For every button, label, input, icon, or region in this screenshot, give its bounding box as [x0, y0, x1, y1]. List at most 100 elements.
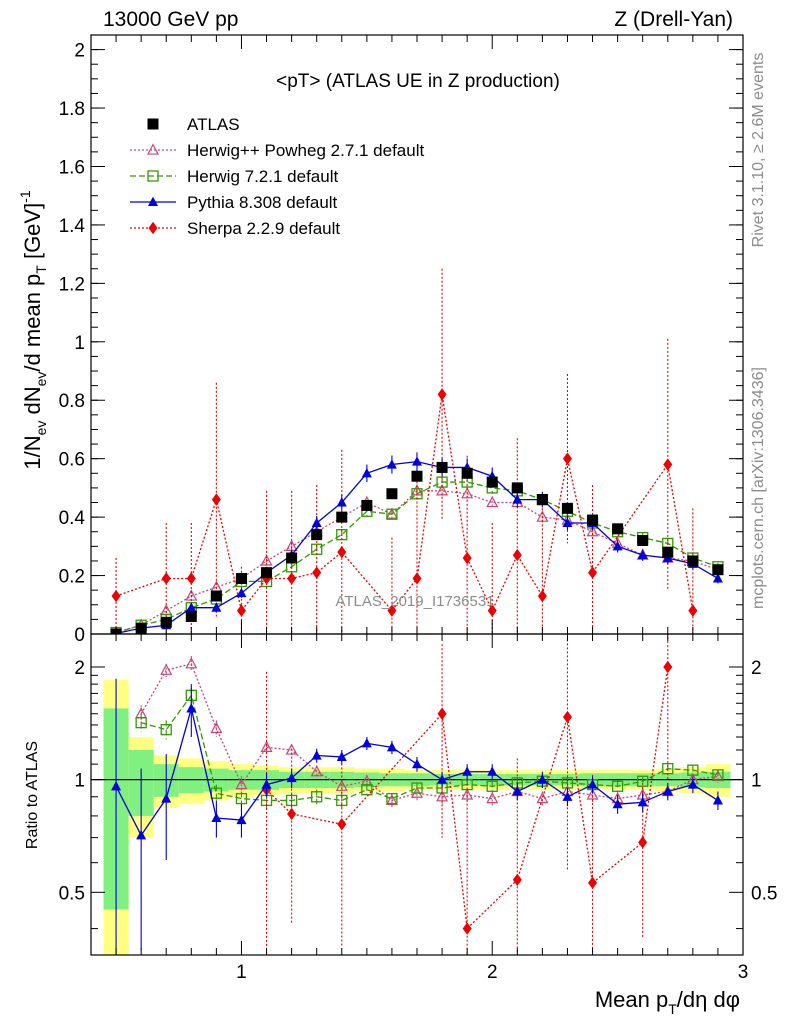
legend-marker	[148, 196, 158, 207]
data-point	[436, 461, 448, 473]
legend-entry: Herwig 7.2.1 default	[130, 167, 338, 186]
data-point	[411, 470, 423, 482]
ratio-point	[486, 791, 499, 804]
series-atlas	[110, 461, 724, 634]
main-panel: 0 0.2 0.4 0.6 0.8 1 1.2 1.4 1.6 1.8 2 <pT> (ATLAS …	[17, 34, 744, 646]
y-tick-label: 1.8	[59, 99, 85, 120]
legend-marker	[147, 170, 159, 182]
data-point	[311, 517, 322, 528]
data-point	[687, 555, 699, 567]
y-tick-label: 0	[74, 625, 85, 646]
data-point	[386, 459, 397, 469]
ratio-point	[210, 721, 223, 734]
data-point	[512, 548, 522, 562]
data-point	[662, 546, 674, 558]
data-point	[361, 499, 373, 511]
ratio-point	[287, 807, 297, 821]
ratio-point	[687, 779, 698, 789]
series-herwig-7-2-1-default	[110, 476, 724, 634]
data-point	[210, 590, 222, 602]
ratio-point	[611, 780, 624, 792]
legend-label: Pythia 8.308 default	[187, 193, 338, 212]
ratio-point	[663, 660, 673, 674]
ratio-series-pythia-8-308-default	[111, 678, 723, 955]
ratio-point	[337, 818, 347, 831]
ratio-point	[687, 764, 699, 776]
ratio-point	[211, 812, 222, 823]
data-point	[211, 602, 222, 612]
data-point	[637, 549, 648, 560]
legend-marker	[147, 118, 159, 130]
ratio-tick-label-right: 0.5	[751, 883, 777, 904]
ratio-point	[461, 788, 474, 800]
ratio-line	[140, 693, 719, 802]
ratio-tick-label: 1	[74, 771, 85, 792]
legend: ATLAS Herwig++ Powheg 2.7.1 default Herwig…	[130, 115, 424, 238]
ratio-point	[335, 779, 348, 791]
ratio-point	[235, 792, 248, 805]
data-point	[186, 572, 196, 585]
y-tick-label: 0.4	[59, 508, 86, 529]
data-point	[412, 456, 422, 466]
rivet-label: Rivet 3.1.10, ≥ 2.6M events	[750, 53, 767, 248]
ratio-point	[437, 707, 447, 720]
data-point	[536, 494, 548, 506]
chart-title: <pT> (ATLAS UE in Z production)	[276, 71, 560, 92]
data-point	[486, 495, 499, 508]
ratio-point	[612, 798, 623, 809]
ratio-point	[310, 765, 323, 777]
data-point	[211, 493, 221, 506]
ratio-line	[266, 666, 669, 930]
x-axis-label: Mean pT/dη dφ	[595, 987, 740, 1017]
data-point	[712, 573, 723, 583]
data-point	[637, 534, 649, 546]
ratio-point	[160, 663, 173, 675]
data-point	[486, 476, 498, 488]
ratio-point	[512, 786, 523, 796]
data-point	[235, 572, 247, 584]
ratio-point	[386, 741, 397, 752]
ratio-point	[412, 758, 422, 769]
y-tick-label: 1.6	[59, 157, 85, 178]
legend-entry: ATLAS	[147, 115, 240, 134]
y-tick-label: 1.2	[59, 274, 85, 295]
data-point	[287, 572, 297, 585]
y-tick-label: 2	[74, 41, 85, 62]
data-point	[612, 523, 624, 535]
x-tick-label: 2	[487, 962, 498, 983]
ratio-point	[537, 774, 548, 784]
ratio-panel: 1 2 3 0.5 0.5 1 1 2 2 Ratio to ATLAS	[24, 633, 777, 983]
data-point	[562, 452, 572, 465]
data-point	[260, 554, 273, 566]
ratio-point	[361, 784, 373, 796]
header-right: Z (Drell-Yan)	[614, 8, 733, 31]
data-point	[337, 545, 347, 559]
ratio-point	[311, 750, 322, 760]
ratio-point	[385, 793, 398, 806]
ratio-tick-label-right: 2	[751, 658, 762, 679]
legend-marker	[147, 143, 159, 155]
data-point	[562, 517, 573, 528]
legend-entry: Herwig++ Powheg 2.7.1 default	[130, 141, 424, 160]
ratio-point	[286, 772, 297, 783]
ratio-point	[311, 791, 323, 803]
data-point	[512, 494, 523, 504]
ratio-tick-label: 0.5	[59, 883, 85, 904]
data-point	[286, 552, 298, 564]
legend-marker	[148, 221, 158, 235]
data-point	[336, 511, 348, 523]
data-point	[663, 458, 673, 471]
data-point	[236, 604, 246, 617]
data-point	[511, 482, 523, 494]
ratio-point	[512, 873, 522, 887]
data-point	[461, 487, 474, 499]
main-ticks: 0 0.2 0.4 0.6 0.8 1 1.2 1.4 1.6 1.8 2	[59, 35, 744, 646]
data-point	[386, 488, 398, 500]
ratio-point	[135, 717, 147, 729]
ratio-point	[562, 710, 572, 724]
ratio-point	[161, 793, 172, 803]
data-point	[386, 508, 398, 520]
data-point	[161, 572, 171, 585]
ratio-point	[336, 751, 347, 761]
ratio-tick-label: 2	[74, 658, 85, 679]
